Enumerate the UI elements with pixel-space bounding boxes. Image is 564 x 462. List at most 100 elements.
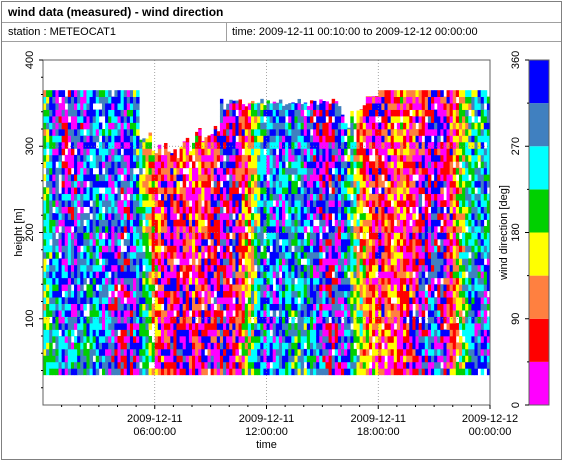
heatmap-cell bbox=[133, 187, 137, 195]
heatmap-cell bbox=[356, 258, 360, 266]
heatmap-cell bbox=[164, 258, 168, 266]
heatmap-cell bbox=[269, 122, 274, 130]
heatmap-cell bbox=[154, 232, 159, 240]
heatmap-cell bbox=[403, 154, 407, 162]
heatmap-cell bbox=[235, 141, 239, 149]
heatmap-cell bbox=[306, 329, 311, 337]
heatmap-cell bbox=[133, 122, 137, 130]
heatmap-cell bbox=[83, 336, 87, 343]
heatmap-cell bbox=[247, 180, 252, 188]
heatmap-cell bbox=[238, 342, 243, 350]
heatmap-cell bbox=[164, 355, 168, 363]
heatmap-cell bbox=[232, 368, 236, 376]
heatmap-cell bbox=[204, 245, 208, 253]
heatmap-cell bbox=[328, 271, 333, 279]
heatmap-cell bbox=[313, 329, 317, 337]
heatmap-cell bbox=[111, 316, 115, 324]
heatmap-cell bbox=[325, 129, 329, 136]
heatmap-cell bbox=[101, 161, 106, 169]
heatmap-cell bbox=[185, 323, 190, 330]
heatmap-cell bbox=[399, 180, 404, 188]
heatmap-cell bbox=[282, 361, 286, 369]
heatmap-cell bbox=[129, 297, 134, 305]
heatmap-cell bbox=[247, 219, 252, 227]
heatmap-cell bbox=[378, 154, 382, 162]
heatmap-cell bbox=[266, 193, 270, 201]
heatmap-cell bbox=[176, 277, 180, 285]
heatmap-cell bbox=[344, 316, 348, 324]
heatmap-cell bbox=[210, 277, 215, 285]
heatmap-cell bbox=[319, 323, 323, 330]
heatmap-cell bbox=[412, 141, 416, 149]
heatmap-cell bbox=[384, 342, 388, 350]
heatmap-cell bbox=[229, 342, 233, 350]
heatmap-cell bbox=[46, 135, 50, 143]
heatmap-cell bbox=[101, 96, 106, 104]
heatmap-cell bbox=[359, 329, 364, 337]
heatmap-cell bbox=[250, 141, 255, 149]
heatmap-cell bbox=[421, 174, 426, 182]
heatmap-cell bbox=[260, 348, 264, 356]
heatmap-cell bbox=[49, 290, 53, 298]
heatmap-cell bbox=[393, 251, 398, 259]
heatmap-cell bbox=[207, 245, 211, 253]
heatmap-cell bbox=[384, 336, 388, 343]
heatmap-cell bbox=[319, 148, 323, 156]
heatmap-cell bbox=[294, 174, 298, 182]
heatmap-cell bbox=[375, 238, 379, 246]
heatmap-cell bbox=[359, 109, 364, 117]
heatmap-cell bbox=[182, 336, 187, 343]
heatmap-cell bbox=[244, 200, 249, 207]
heatmap-cell bbox=[275, 174, 280, 182]
heatmap-cell bbox=[362, 213, 367, 220]
heatmap-cell bbox=[89, 116, 94, 123]
heatmap-cell bbox=[145, 180, 149, 188]
heatmap-cell bbox=[61, 90, 66, 98]
heatmap-cell bbox=[344, 141, 348, 149]
heatmap-cell bbox=[105, 161, 109, 169]
heatmap-cell bbox=[142, 141, 146, 149]
heatmap-cell bbox=[415, 103, 419, 110]
heatmap-cell bbox=[226, 180, 230, 188]
heatmap-cell bbox=[160, 238, 165, 246]
heatmap-cell bbox=[282, 161, 286, 169]
heatmap-cell bbox=[235, 297, 239, 305]
heatmap-cell bbox=[285, 303, 289, 311]
heatmap-cell bbox=[111, 193, 115, 201]
heatmap-cell bbox=[58, 323, 62, 330]
heatmap-cell bbox=[170, 264, 174, 272]
heatmap-cell bbox=[424, 193, 429, 201]
heatmap-cell bbox=[403, 303, 407, 311]
heatmap-cell bbox=[126, 342, 131, 350]
heatmap-cell bbox=[223, 167, 227, 175]
heatmap-cell bbox=[207, 148, 211, 156]
heatmap-cell bbox=[55, 148, 59, 156]
heatmap-cell bbox=[179, 167, 184, 175]
heatmap-cell bbox=[260, 258, 264, 266]
heatmap-cell bbox=[213, 174, 218, 182]
heatmap-cell bbox=[207, 141, 211, 149]
heatmap-cell bbox=[316, 336, 320, 343]
heatmap-cell bbox=[232, 180, 236, 188]
heatmap-cell bbox=[412, 154, 416, 162]
heatmap-cell bbox=[241, 264, 246, 272]
heatmap-cell bbox=[263, 329, 267, 337]
heatmap-cell bbox=[241, 251, 246, 259]
heatmap-cell bbox=[275, 316, 280, 324]
heatmap-cell bbox=[226, 167, 230, 175]
heatmap-cell bbox=[142, 251, 146, 259]
heatmap-cell bbox=[136, 135, 140, 143]
heatmap-cell bbox=[213, 329, 218, 337]
heatmap-cell bbox=[250, 174, 255, 182]
heatmap-cell bbox=[133, 251, 137, 259]
heatmap-cell bbox=[393, 103, 398, 110]
heatmap-cell bbox=[139, 355, 143, 363]
heatmap-cell bbox=[328, 329, 333, 337]
heatmap-cell bbox=[403, 232, 407, 240]
heatmap-cell bbox=[306, 148, 311, 156]
heatmap-cell bbox=[325, 277, 329, 285]
heatmap-cell bbox=[216, 180, 221, 188]
heatmap-cell bbox=[207, 167, 211, 175]
heatmap-cell bbox=[362, 336, 367, 343]
heatmap-cell bbox=[294, 232, 298, 240]
